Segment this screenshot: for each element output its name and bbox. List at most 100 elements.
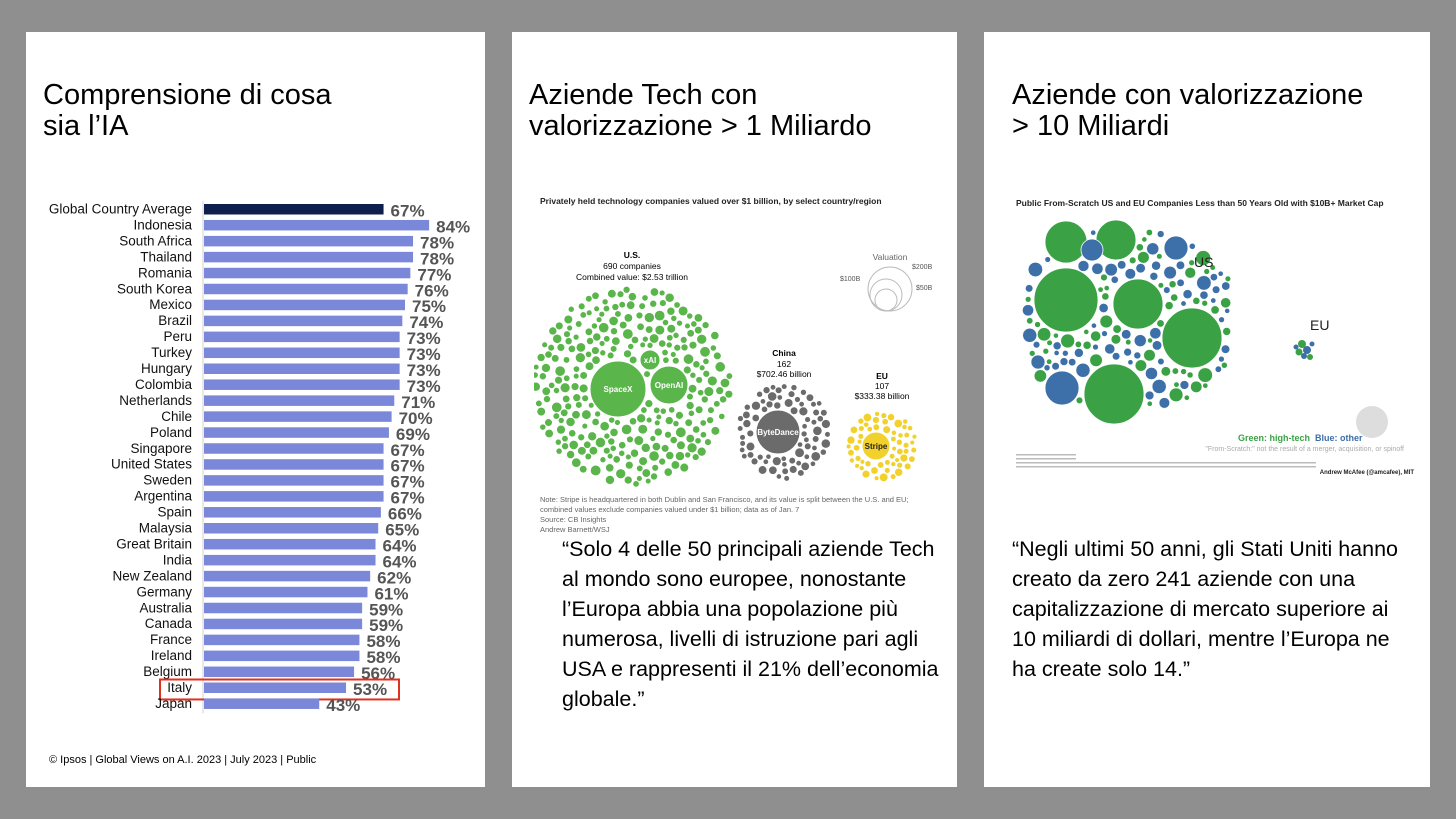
bubble	[775, 387, 782, 394]
category-label: Mexico	[149, 297, 192, 312]
bubble	[804, 443, 811, 450]
bubble	[848, 449, 854, 456]
bar	[204, 602, 363, 614]
bubble	[585, 328, 593, 336]
bubble	[672, 357, 679, 364]
bubble	[1295, 348, 1303, 356]
legend-circle	[874, 288, 898, 312]
legend-green: Green: high-tech	[1238, 433, 1310, 443]
bubble	[610, 428, 618, 437]
bubble-major	[1163, 235, 1189, 261]
bubble	[671, 315, 677, 322]
bubble	[710, 345, 717, 351]
bubble-major	[1044, 370, 1080, 406]
bubble	[777, 395, 783, 400]
bubble-major	[649, 365, 689, 405]
bubble	[680, 336, 687, 343]
bubble	[1025, 296, 1032, 303]
bubble	[737, 426, 743, 431]
value-label: 71%	[401, 393, 435, 412]
bubble	[1190, 380, 1203, 393]
legend-label: $100B	[840, 276, 861, 283]
bubble	[1101, 330, 1108, 337]
bubble	[1149, 272, 1158, 281]
bubble	[585, 453, 592, 460]
bubble	[821, 439, 831, 448]
bubble	[863, 422, 869, 427]
bubble	[700, 346, 710, 357]
bubble	[566, 417, 575, 427]
bubble	[857, 439, 862, 444]
bubble	[1157, 230, 1165, 238]
bubble	[534, 372, 538, 378]
bubble	[535, 400, 542, 407]
bubble	[622, 329, 633, 339]
bubble	[696, 376, 703, 383]
bubble	[892, 446, 897, 451]
bubble	[1075, 396, 1083, 404]
bubble	[811, 419, 817, 425]
value-label: 84%	[436, 217, 470, 236]
bubble	[1112, 352, 1121, 361]
bubble	[629, 417, 637, 425]
panel-title: Aziende con valorizzazione > 10 Miliardi	[1012, 79, 1364, 142]
bubble	[1301, 353, 1307, 359]
bubble	[751, 458, 758, 465]
value-label: 78%	[420, 233, 454, 252]
bar	[204, 347, 400, 359]
bubble	[716, 387, 724, 395]
bubble	[1125, 339, 1132, 346]
bubble	[1022, 304, 1034, 317]
bubble	[599, 311, 605, 317]
bubble	[534, 382, 541, 391]
bubble	[810, 401, 816, 407]
bubble	[713, 400, 720, 407]
bubble	[623, 350, 632, 358]
category-label: Indonesia	[133, 217, 192, 232]
bubble	[650, 300, 657, 307]
bubble	[618, 450, 625, 457]
bubble	[1158, 397, 1170, 409]
category-label: Italy	[167, 680, 192, 695]
bubble	[1137, 251, 1150, 264]
bubble	[795, 448, 804, 458]
bubble	[1224, 308, 1230, 314]
bubble	[678, 306, 688, 316]
bubble	[810, 461, 816, 467]
bubble	[652, 464, 659, 471]
bubble	[1309, 341, 1315, 347]
bubble	[751, 401, 761, 410]
bar	[204, 682, 347, 693]
bubble	[596, 317, 602, 323]
bubble	[1091, 322, 1097, 329]
bar	[204, 331, 400, 343]
bubble	[1083, 329, 1090, 335]
bubble	[675, 411, 684, 419]
bubble	[897, 462, 903, 468]
bubble	[560, 409, 568, 417]
bubble	[618, 441, 626, 449]
bubble	[1100, 273, 1108, 282]
bubble	[715, 362, 726, 372]
bar	[204, 618, 363, 630]
bubble	[654, 428, 663, 436]
bubble	[902, 419, 908, 424]
legend-circle	[1356, 406, 1388, 438]
bubble	[900, 454, 908, 462]
bubble	[593, 333, 601, 341]
group-count: 107	[875, 381, 889, 391]
bubble	[858, 418, 864, 424]
bubble	[1199, 290, 1209, 300]
bubble	[739, 447, 745, 453]
bubble	[718, 413, 725, 420]
quote-text: “Solo 4 delle 50 principali aziende Tech…	[562, 537, 939, 711]
bubble	[644, 312, 655, 323]
bubble	[699, 365, 705, 371]
bubble	[1099, 314, 1113, 329]
bubble	[1210, 273, 1218, 281]
value-label: 58%	[366, 632, 400, 651]
bubble	[668, 407, 675, 413]
panel-10b-companies: Aziende con valorizzazione > 10 Miliardi…	[984, 32, 1430, 787]
bubble	[902, 424, 907, 430]
bubble	[1222, 327, 1231, 336]
